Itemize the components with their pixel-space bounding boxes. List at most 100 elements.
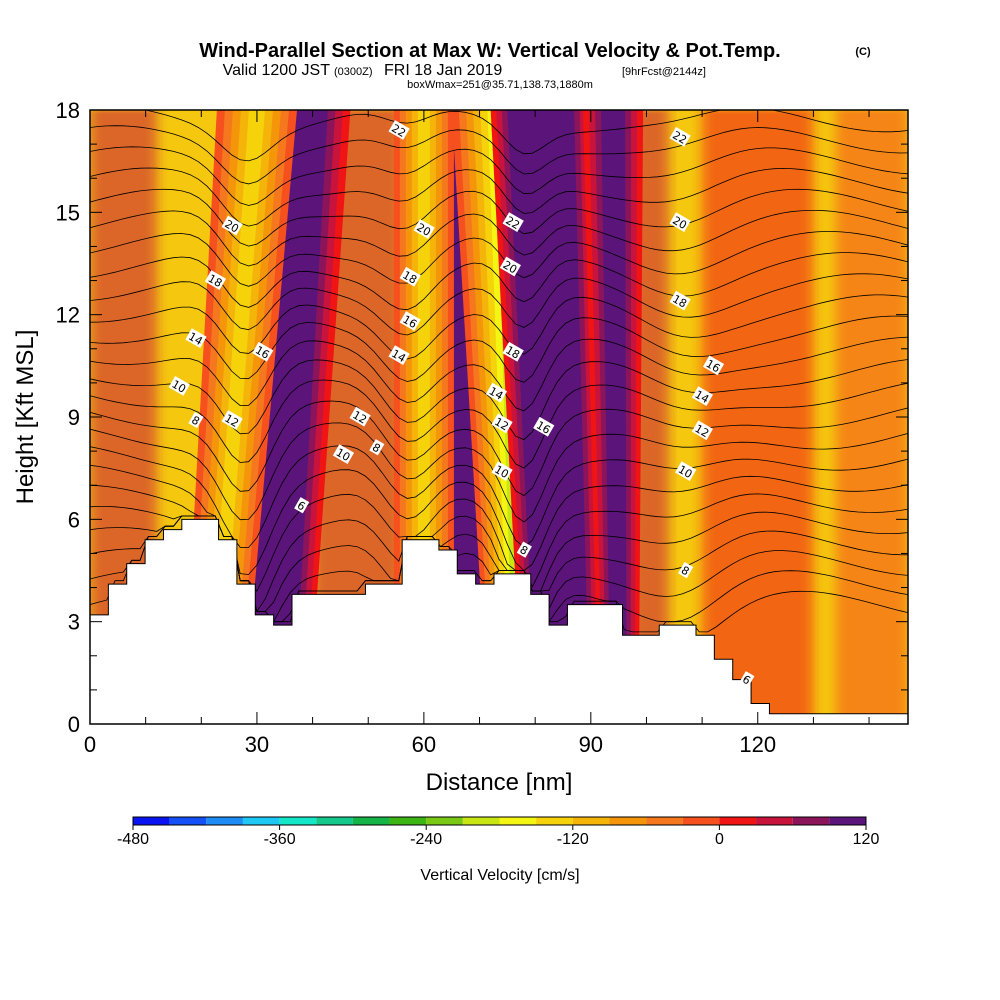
contour-label-text: 18: [206, 272, 225, 290]
colorbar-swatch: [133, 817, 170, 825]
chart-title: Wind-Parallel Section at Max W: Vertical…: [199, 40, 780, 62]
y-tick-label: 0: [68, 712, 80, 737]
x-tick-label: 90: [579, 732, 603, 757]
y-axis-label: Height [Kft MSL]: [12, 330, 39, 505]
contour-label: 10: [491, 461, 513, 481]
contour-label: 16: [702, 355, 725, 375]
contour-label: 16: [533, 416, 555, 437]
isentrope-line: [90, 422, 908, 523]
contour-label: 10: [675, 461, 697, 481]
contour-label: 20: [669, 212, 691, 232]
colorbar-swatch: [462, 817, 500, 825]
contour-label-text: 14: [487, 384, 506, 402]
colorbar-swatch: [169, 817, 207, 825]
contour-label-text: 16: [400, 313, 419, 331]
contour-label-text: 12: [693, 422, 712, 440]
contour-label: 12: [221, 410, 243, 430]
contour-label: 22: [669, 126, 691, 147]
isentrope-line: [90, 315, 908, 383]
contour-label-text: 20: [222, 217, 241, 235]
contour-label-text: 12: [222, 412, 241, 430]
x-tick-label: 0: [84, 732, 96, 757]
valid-date-label: FRI 18 Jan 2019: [384, 62, 502, 79]
contour-label: 14: [185, 328, 207, 348]
colorbar-swatch: [682, 817, 720, 825]
forecast-label: [9hrFcst@2144z]: [622, 66, 706, 78]
contour-label: 14: [691, 386, 713, 406]
valid-time-label: Valid 1200 JST: [223, 62, 331, 79]
contour-label-text: 14: [693, 388, 712, 406]
x-axis-label: Distance [nm]: [426, 769, 573, 796]
colorbar-swatch: [499, 817, 537, 825]
contour-label: 20: [413, 219, 435, 239]
contour-label-text: 10: [169, 378, 188, 396]
colorbar-tick-label: 120: [853, 831, 880, 848]
colorbar-swatch: [756, 817, 793, 825]
contour-label-text: 22: [670, 129, 689, 147]
x-tick-label: 30: [245, 732, 269, 757]
contour-label-text: 12: [350, 408, 369, 426]
isentrope-line: [90, 464, 908, 575]
contour-label: 8: [516, 541, 532, 558]
contour-label: 18: [204, 270, 227, 290]
contour-label-text: 10: [334, 446, 353, 464]
plot-area: 22 22 22 20 20 20 20 18 18 18 18 16 16 16 16 14 14 14 14 12…: [90, 110, 908, 724]
contour-label: 22: [502, 212, 524, 232]
contour-label: 18: [502, 341, 524, 362]
contour-label: 10: [168, 375, 190, 396]
colorbar-label: Vertical Velocity [cm/s]: [420, 867, 579, 884]
contour-label-text: 14: [389, 347, 408, 365]
potential-temperature-contours: [90, 110, 908, 633]
contour-label-text: 16: [534, 419, 553, 437]
colorbar-swatch: [536, 817, 573, 825]
contour-label: 6: [294, 497, 310, 514]
contour-label-text: 12: [492, 415, 511, 433]
colorbar-swatch: [609, 817, 647, 825]
vertical-velocity-bands: [182, 110, 644, 724]
isentrope-line: [90, 146, 908, 206]
contour-label: 8: [678, 561, 694, 578]
colorbar-tick-label: -480: [117, 831, 149, 848]
contour-label-text: 20: [501, 258, 520, 276]
y-tick-label: 3: [68, 610, 80, 635]
colorbar-swatch: [352, 817, 390, 825]
x-tick-label: 120: [739, 732, 776, 757]
contour-label: 10: [332, 444, 355, 464]
colorbar-tick-label: -240: [410, 831, 442, 848]
velocity-band: [607, 110, 623, 724]
contour-label: 6: [739, 671, 755, 687]
isentrope-line: [90, 167, 908, 227]
y-tick-label: 18: [56, 98, 80, 123]
colorbar-tick-label: -120: [557, 831, 589, 848]
contour-label: 20: [499, 256, 521, 276]
field-patch: [702, 110, 814, 724]
isentrope-line: [90, 336, 908, 412]
colorbar-swatch: [426, 817, 463, 825]
contour-label-text: 20: [670, 214, 689, 232]
colorbar-swatch: [206, 817, 243, 825]
contour-label: 14: [388, 345, 410, 365]
valid-utc-label: (0300Z): [334, 66, 373, 78]
y-tick-label: 6: [68, 507, 80, 532]
contour-label-text: 16: [704, 357, 723, 375]
isentrope-line: [90, 231, 908, 287]
colorbar-swatch: [316, 817, 353, 825]
contour-label-text: 10: [676, 463, 695, 481]
isentrope-line: [90, 379, 908, 469]
contour-label: 12: [349, 406, 371, 427]
colorbar-swatch: [646, 817, 683, 825]
isentrope-line: [90, 445, 908, 548]
contour-label: 22: [388, 120, 410, 140]
contour-label-text: 18: [400, 268, 419, 286]
y-tick-label: 12: [56, 303, 80, 328]
contour-label: 20: [221, 215, 243, 236]
isentrope-line: [90, 252, 908, 311]
contour-labels: 22 22 22 20 20 20 20 18 18 18 18 16 16 16 16 14 14 14 14 12…: [168, 120, 755, 687]
contour-label-text: 16: [253, 343, 272, 361]
contour-label: 18: [399, 266, 421, 287]
y-tick-label: 9: [68, 405, 80, 430]
colorbar-swatch: [279, 817, 317, 825]
contour-label: 18: [669, 290, 691, 311]
chart-title-units: (C): [855, 46, 871, 58]
